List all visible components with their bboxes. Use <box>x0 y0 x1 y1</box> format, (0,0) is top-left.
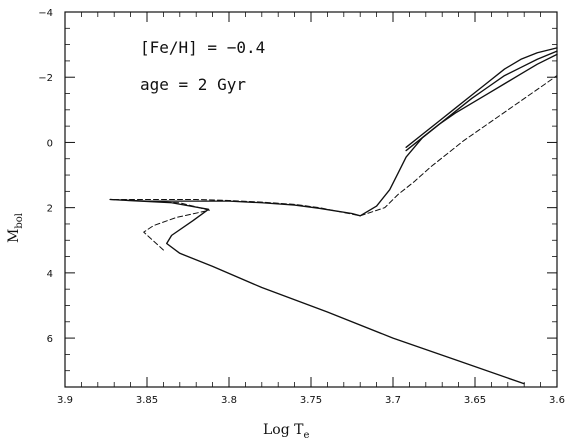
x-tick-label: 3.85 <box>136 395 158 406</box>
y-tick-label: 6 <box>47 334 53 345</box>
dashed-isochrone-line <box>109 75 558 251</box>
y-tick-label: 4 <box>47 269 53 280</box>
y-axis-title-subscript: bol <box>14 213 25 229</box>
x-tick-label: 3.65 <box>464 395 486 406</box>
y-tick-label: 2 <box>47 204 53 215</box>
y-tick-label: 0 <box>47 138 53 149</box>
solid-isochrone-line <box>109 53 558 385</box>
x-tick-label: 3.7 <box>385 395 401 406</box>
x-tick-label: 3.75 <box>300 395 322 406</box>
axis-ticks <box>64 11 558 388</box>
solid-isochrone-line <box>405 47 558 149</box>
age-annotation: age = 2 Gyr <box>140 75 246 94</box>
metallicity-annotation: [Fe/H] = −0.4 <box>140 38 265 57</box>
x-tick-label: 3.8 <box>221 395 237 406</box>
axis-tick-labels: 3.9 3.85 3.8 3.75 3.7 3.65 3.6 −4 −2 0 2 4 6 <box>38 8 565 406</box>
x-tick-label: 3.9 <box>57 395 73 406</box>
y-tick-label: −4 <box>38 8 53 19</box>
x-axis-title-main: Log T <box>263 422 304 438</box>
isochrone-series <box>109 47 558 385</box>
y-axis-title: Mbol <box>6 213 25 243</box>
x-tick-label: 3.6 <box>549 395 565 406</box>
y-tick-label: −2 <box>38 73 53 84</box>
x-axis-title: Log Te <box>263 422 309 441</box>
x-axis-title-subscript: e <box>303 430 309 441</box>
y-axis-title-main: M <box>6 229 22 243</box>
solid-isochrone-line <box>405 50 558 152</box>
